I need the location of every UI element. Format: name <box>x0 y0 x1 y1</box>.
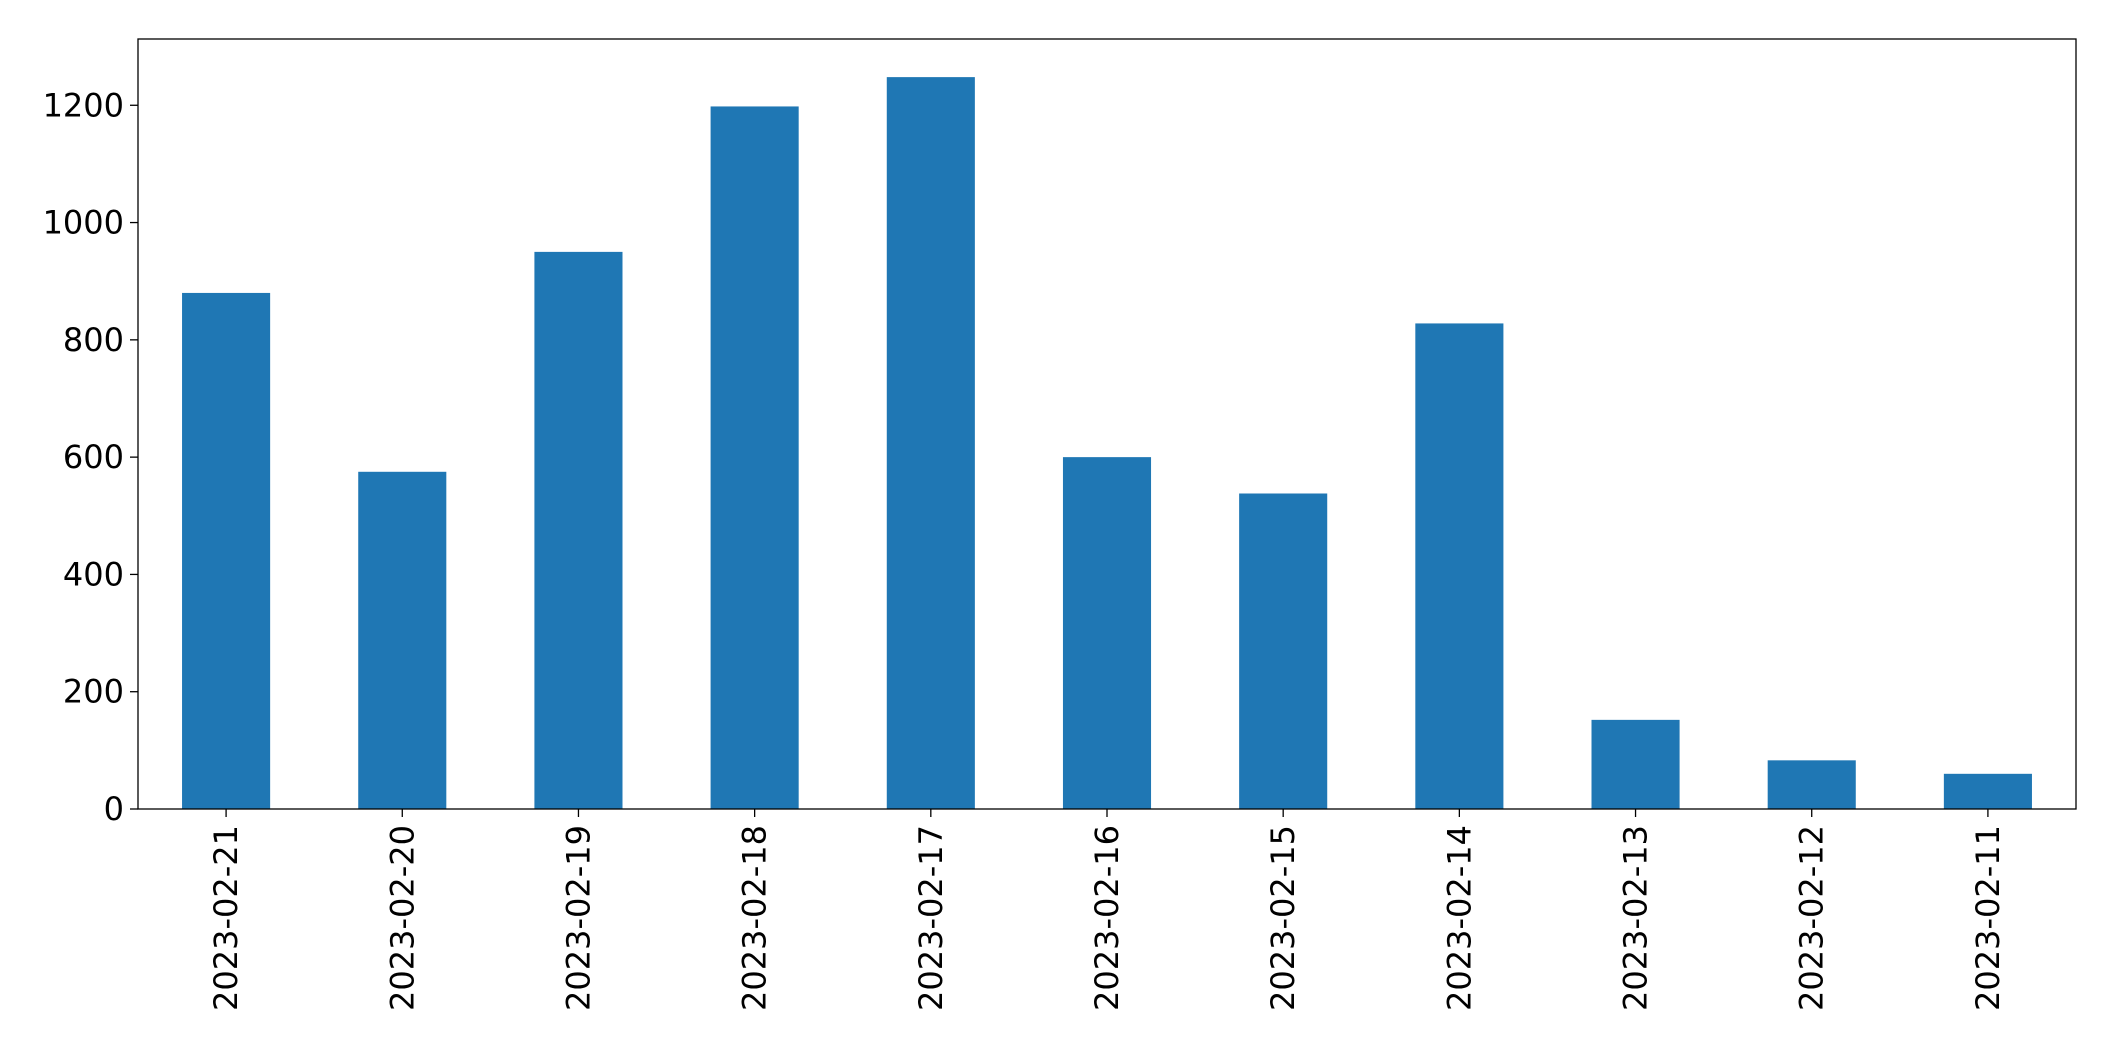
x-tick-label: 2023-02-12 <box>1793 825 1831 1011</box>
bar <box>1239 493 1328 809</box>
x-tick-label: 2023-02-21 <box>207 825 245 1011</box>
x-tick-label: 2023-02-17 <box>912 825 950 1011</box>
y-tick-label: 0 <box>104 790 124 828</box>
bar <box>1415 323 1504 809</box>
x-tick-label: 2023-02-18 <box>736 825 774 1011</box>
x-tick-label: 2023-02-15 <box>1264 825 1302 1011</box>
x-tick-label: 2023-02-11 <box>1969 825 2007 1011</box>
y-tick-label: 200 <box>63 673 124 711</box>
y-tick-label: 1200 <box>43 86 124 124</box>
bar <box>1767 760 1856 809</box>
bar <box>358 471 447 809</box>
y-tick-label: 800 <box>63 321 124 359</box>
x-tick-label: 2023-02-16 <box>1088 825 1126 1011</box>
x-tick-label: 2023-02-20 <box>383 825 421 1011</box>
bar <box>182 292 271 809</box>
bar <box>1943 773 2032 809</box>
x-tick-label: 2023-02-19 <box>559 825 597 1011</box>
y-tick-label: 1000 <box>43 204 124 242</box>
x-tick-label: 2023-02-13 <box>1617 825 1655 1011</box>
bar <box>886 77 975 809</box>
x-tick-label: 2023-02-14 <box>1440 825 1478 1011</box>
y-tick-label: 600 <box>63 438 124 476</box>
bar <box>710 106 799 809</box>
bar <box>1062 457 1152 809</box>
plot-frame <box>137 38 2077 810</box>
y-tick-label: 400 <box>63 555 124 593</box>
bar <box>534 251 623 809</box>
bar <box>1591 719 1680 809</box>
